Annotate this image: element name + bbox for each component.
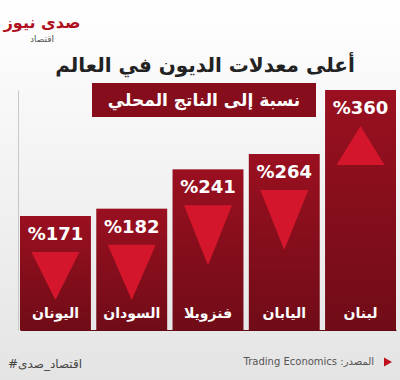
data-label: %241 bbox=[180, 176, 236, 197]
x-tick-label: لبنان bbox=[344, 305, 378, 321]
triangle-icon bbox=[184, 205, 232, 265]
y-axis bbox=[18, 91, 19, 331]
logo: صدى نيوز bbox=[3, 13, 81, 32]
bar bbox=[96, 209, 167, 330]
x-tick: اليابان bbox=[263, 305, 307, 330]
x-axis: اليونان السودان فنزويلا اليابان لبنان bbox=[21, 305, 397, 331]
source: المصدر: Trading Economics bbox=[244, 356, 374, 367]
bar bbox=[173, 169, 244, 330]
triangle-icon bbox=[337, 126, 385, 165]
x-tick-label: السودان bbox=[103, 305, 160, 322]
subtitle-banner bbox=[92, 83, 316, 117]
triangle-icon bbox=[108, 245, 156, 300]
triangle-icon bbox=[31, 252, 79, 300]
data-label: %264 bbox=[256, 161, 312, 182]
bars bbox=[20, 90, 396, 330]
chart-wrap: صدى نيوز اقتصادأعلى معدلات الديون في العا… bbox=[0, 0, 400, 380]
x-tick-label: اليونان bbox=[32, 305, 79, 322]
x-tick: اليونان bbox=[32, 305, 79, 330]
hashtag: #اقتصاد_صدى bbox=[8, 357, 82, 371]
chart-svg: صدى نيوز اقتصادأعلى معدلات الديون في العا… bbox=[0, 0, 400, 380]
data-labels: %171 %182 %241 %264 %360 bbox=[28, 97, 389, 244]
title: أعلى معدلات الديون في العالم bbox=[55, 51, 355, 78]
data-label: %182 bbox=[104, 216, 160, 237]
bar bbox=[20, 216, 91, 330]
x-tick-label: فنزويلا bbox=[184, 305, 232, 322]
x-axis-line bbox=[21, 330, 397, 331]
data-label: %360 bbox=[333, 97, 389, 118]
triangle-icon bbox=[260, 190, 308, 250]
data-label: %171 bbox=[28, 223, 84, 244]
subtitle: نسبة إلى الناتج المحلي bbox=[108, 90, 300, 111]
triangles bbox=[31, 126, 384, 300]
x-tick-label: اليابان bbox=[263, 305, 307, 321]
bar bbox=[325, 90, 396, 330]
x-tick: السودان bbox=[103, 305, 160, 330]
x-tick: فنزويلا bbox=[184, 305, 232, 330]
bar bbox=[249, 154, 320, 330]
y-axis-line bbox=[18, 91, 19, 331]
logo-subtitle: اقتصاد bbox=[30, 34, 54, 44]
x-tick: لبنان bbox=[344, 305, 378, 330]
background bbox=[0, 0, 400, 380]
source-marker bbox=[384, 358, 392, 367]
